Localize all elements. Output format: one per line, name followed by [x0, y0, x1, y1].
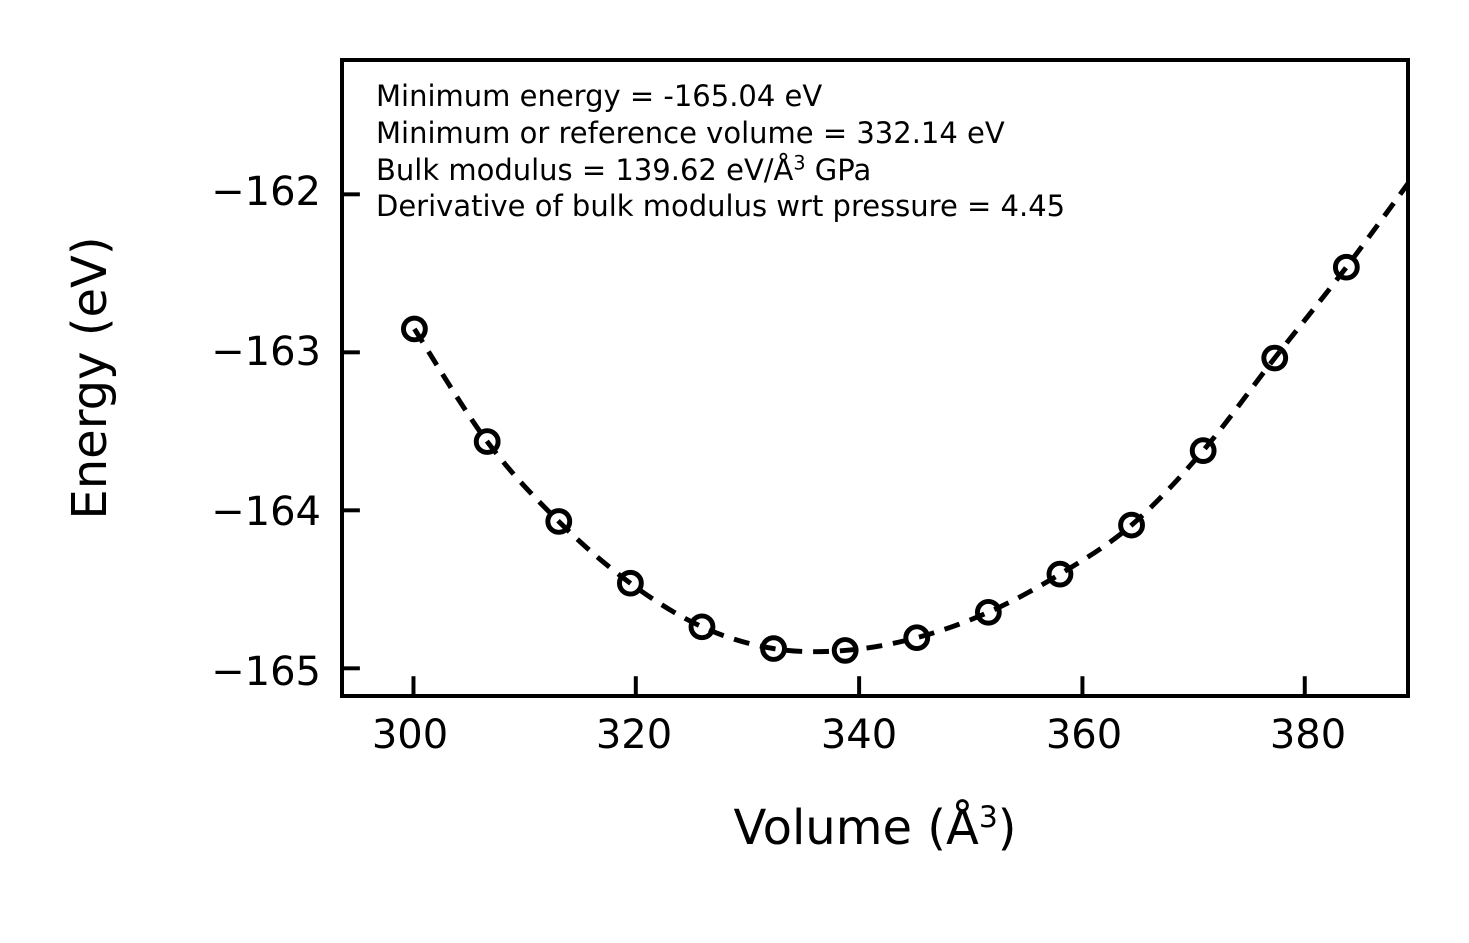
y-axis-tickmarks	[344, 192, 360, 671]
data-point-marker	[473, 428, 501, 455]
data-point-marker	[1046, 560, 1074, 588]
data-point-marker	[401, 315, 428, 343]
x-axis-title-exponent: 3	[978, 800, 998, 835]
eos-data-markers	[401, 253, 1360, 664]
y-tick-label-162: −162	[211, 169, 321, 215]
data-point-marker	[974, 598, 1002, 626]
x-axis-title-prefix: Volume (Å	[733, 800, 979, 856]
x-tick-label-360: 360	[1045, 712, 1123, 758]
x-tick-label-320: 320	[595, 712, 673, 758]
data-point-marker	[760, 635, 787, 662]
y-tick-label-163: −163	[211, 329, 321, 375]
x-tick-label-340: 340	[820, 712, 898, 758]
data-point-marker	[616, 569, 644, 597]
x-axis-tickmarks	[411, 676, 1307, 694]
plot-area: Minimum energy = -165.04 eV Minimum or r…	[340, 58, 1410, 698]
eos-dashed-curve	[412, 182, 1406, 655]
x-tick-label-380: 380	[1269, 712, 1347, 758]
data-point-marker	[688, 613, 716, 641]
x-tick-label-300: 300	[371, 712, 449, 758]
y-tick-label-164: −164	[211, 489, 321, 535]
data-point-marker	[1261, 344, 1289, 372]
data-point-marker	[1332, 253, 1360, 281]
data-point-marker	[903, 624, 931, 652]
y-tick-label-165: −165	[211, 649, 321, 695]
data-point-marker	[1118, 511, 1145, 539]
x-axis-title-suffix: )	[997, 800, 1017, 856]
y-axis-title: Energy (eV)	[62, 236, 118, 520]
x-axis-title: Volume (Å3)	[340, 800, 1410, 856]
data-point-marker	[545, 508, 573, 535]
data-plot-canvas	[344, 182, 1406, 694]
data-point-marker	[1189, 437, 1217, 464]
data-point-marker	[831, 637, 859, 664]
